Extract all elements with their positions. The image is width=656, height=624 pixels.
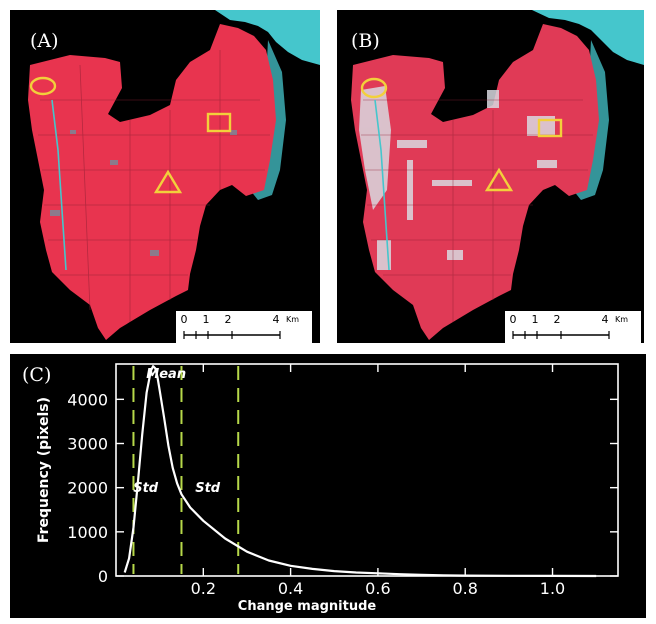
- annotation-std: Std: [195, 481, 221, 496]
- land-mass: [351, 24, 599, 340]
- water-body: [215, 10, 320, 65]
- water-patches: [50, 130, 237, 256]
- scale-tick-2: 2: [553, 313, 561, 326]
- y-tick-label: 0: [98, 567, 108, 586]
- panel-a-satellite-image: (A) 0 1 2 4 Km: [10, 10, 320, 343]
- annotation-std: Std: [133, 481, 159, 496]
- scale-tick-1: 1: [531, 313, 539, 326]
- plot-frame: [115, 363, 619, 577]
- triangle-marker: [484, 167, 514, 192]
- y-axis-label: Frequency (pixels): [36, 397, 52, 543]
- scale-tick-0: 0: [180, 313, 188, 326]
- y-tick-label: 3000: [67, 435, 108, 454]
- scale-bar: 0 1 2 4 Km: [176, 311, 312, 343]
- series: [123, 365, 597, 578]
- y-tick-label: 2000: [67, 479, 108, 498]
- land-mass: [28, 24, 276, 340]
- canal: [51, 99, 67, 271]
- ellipse-marker: [360, 77, 388, 99]
- rectangle-marker: [537, 118, 563, 138]
- panel-b-map: [351, 10, 644, 340]
- x-tick-label: 1.0: [540, 579, 565, 598]
- ellipse-marker: [29, 76, 57, 96]
- scale-tick-1: 1: [202, 313, 210, 326]
- triangle-marker: [153, 169, 183, 194]
- x-axis-label: Change magnitude: [238, 599, 377, 614]
- field-texture: [361, 99, 593, 322]
- axis-labels: Change magnitude Frequency (pixels): [36, 397, 376, 614]
- x-tick-label: 0.8: [452, 579, 477, 598]
- panel-b-satellite-image: (B) 0 1 2 4 Km: [337, 10, 644, 343]
- annotation-mean: Mean: [146, 367, 186, 382]
- water-body: [532, 10, 644, 65]
- panel-c-histogram: 0.2 0.4 0.6 0.8 1.0 0 1000 2000 3000 4000 Mean Std…: [10, 354, 646, 618]
- histogram-line: [123, 365, 597, 578]
- field-texture: [38, 50, 270, 322]
- panel-b-label: (B): [351, 30, 380, 52]
- scale-tick-2: 2: [224, 313, 232, 326]
- scale-unit: Km: [286, 315, 300, 324]
- scale-tick-4: 4: [601, 313, 609, 326]
- panel-a-map: [28, 10, 320, 340]
- y-tick-label: 4000: [67, 390, 108, 409]
- annotations: Mean Std Std: [133, 367, 221, 496]
- axes: 0.2 0.4 0.6 0.8 1.0 0 1000 2000 3000 4000: [67, 363, 619, 598]
- scale-tick-4: 4: [272, 313, 280, 326]
- canal: [374, 99, 390, 271]
- histogram-chart: 0.2 0.4 0.6 0.8 1.0 0 1000 2000 3000 4000 Mean Std…: [36, 363, 619, 614]
- x-tick-label: 0.2: [191, 579, 216, 598]
- y-tick-label: 1000: [67, 523, 108, 542]
- scale-tick-0: 0: [509, 313, 517, 326]
- panel-c-label: (C): [22, 364, 52, 386]
- rectangle-marker: [206, 112, 232, 133]
- threshold-lines: [132, 366, 240, 574]
- panel-a-label: (A): [30, 30, 59, 52]
- x-tick-label: 0.6: [365, 579, 390, 598]
- scale-bar: 0 1 2 4 Km: [505, 311, 641, 343]
- scale-unit: Km: [615, 315, 629, 324]
- x-tick-label: 0.4: [278, 579, 303, 598]
